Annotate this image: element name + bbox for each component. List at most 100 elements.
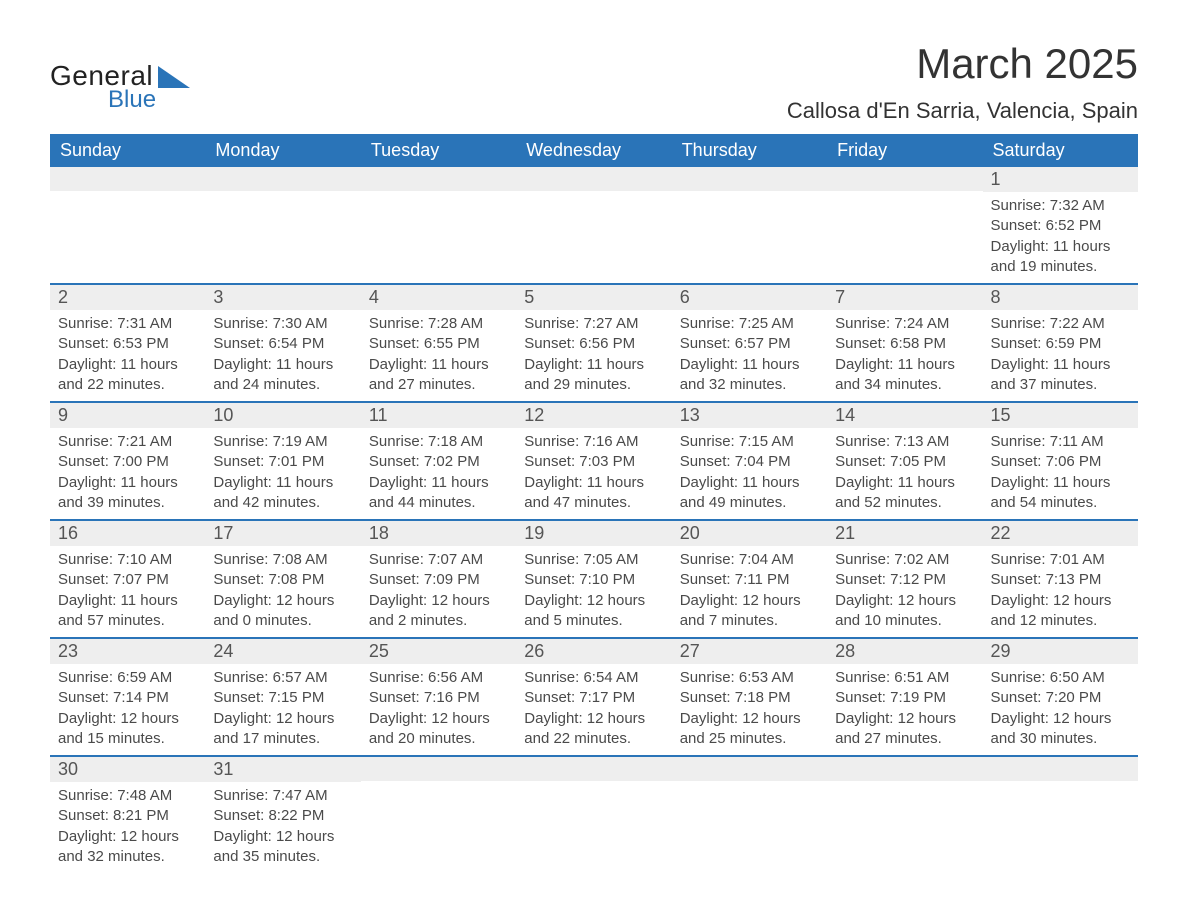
calendar-cell: 20Sunrise: 7:04 AMSunset: 7:11 PMDayligh… bbox=[672, 520, 827, 638]
day-sunrise: Sunrise: 7:48 AM bbox=[58, 786, 197, 806]
day-sunrise: Sunrise: 6:57 AM bbox=[213, 668, 352, 688]
day-number: 4 bbox=[361, 285, 516, 310]
day-dl2: and 12 minutes. bbox=[991, 611, 1130, 631]
day-details: Sunrise: 7:31 AMSunset: 6:53 PMDaylight:… bbox=[50, 310, 205, 401]
weekday-header: Thursday bbox=[672, 134, 827, 167]
calendar-cell: 28Sunrise: 6:51 AMSunset: 7:19 PMDayligh… bbox=[827, 638, 982, 756]
calendar-cell bbox=[827, 756, 982, 873]
day-sunset: Sunset: 6:58 PM bbox=[835, 334, 974, 354]
day-details: Sunrise: 7:30 AMSunset: 6:54 PMDaylight:… bbox=[205, 310, 360, 401]
day-dl2: and 0 minutes. bbox=[213, 611, 352, 631]
calendar-cell: 12Sunrise: 7:16 AMSunset: 7:03 PMDayligh… bbox=[516, 402, 671, 520]
calendar-cell bbox=[205, 167, 360, 284]
location-subtitle: Callosa d'En Sarria, Valencia, Spain bbox=[787, 98, 1138, 124]
day-sunset: Sunset: 7:16 PM bbox=[369, 688, 508, 708]
calendar-cell bbox=[516, 756, 671, 873]
day-details: Sunrise: 7:22 AMSunset: 6:59 PMDaylight:… bbox=[983, 310, 1138, 401]
day-dl1: Daylight: 11 hours bbox=[369, 355, 508, 375]
day-sunset: Sunset: 6:54 PM bbox=[213, 334, 352, 354]
day-dl1: Daylight: 11 hours bbox=[213, 473, 352, 493]
calendar-cell: 14Sunrise: 7:13 AMSunset: 7:05 PMDayligh… bbox=[827, 402, 982, 520]
day-details: Sunrise: 6:57 AMSunset: 7:15 PMDaylight:… bbox=[205, 664, 360, 755]
day-dl2: and 22 minutes. bbox=[58, 375, 197, 395]
day-dl1: Daylight: 11 hours bbox=[58, 473, 197, 493]
calendar-cell: 18Sunrise: 7:07 AMSunset: 7:09 PMDayligh… bbox=[361, 520, 516, 638]
day-dl1: Daylight: 12 hours bbox=[213, 591, 352, 611]
calendar-cell bbox=[672, 167, 827, 284]
day-dl1: Daylight: 12 hours bbox=[835, 591, 974, 611]
day-details: Sunrise: 7:15 AMSunset: 7:04 PMDaylight:… bbox=[672, 428, 827, 519]
day-sunrise: Sunrise: 7:25 AM bbox=[680, 314, 819, 334]
day-details: Sunrise: 7:10 AMSunset: 7:07 PMDaylight:… bbox=[50, 546, 205, 637]
day-sunset: Sunset: 6:52 PM bbox=[991, 216, 1130, 236]
day-number: 13 bbox=[672, 403, 827, 428]
day-sunset: Sunset: 7:04 PM bbox=[680, 452, 819, 472]
day-sunset: Sunset: 7:20 PM bbox=[991, 688, 1130, 708]
calendar-week-row: 9Sunrise: 7:21 AMSunset: 7:00 PMDaylight… bbox=[50, 402, 1138, 520]
calendar-cell bbox=[516, 167, 671, 284]
day-number: 25 bbox=[361, 639, 516, 664]
day-dl1: Daylight: 12 hours bbox=[369, 709, 508, 729]
day-number: 1 bbox=[983, 167, 1138, 192]
day-sunrise: Sunrise: 7:04 AM bbox=[680, 550, 819, 570]
day-details bbox=[983, 781, 1138, 791]
weekday-header: Tuesday bbox=[361, 134, 516, 167]
calendar-cell: 27Sunrise: 6:53 AMSunset: 7:18 PMDayligh… bbox=[672, 638, 827, 756]
calendar-cell bbox=[983, 756, 1138, 873]
day-number: 5 bbox=[516, 285, 671, 310]
day-sunset: Sunset: 7:13 PM bbox=[991, 570, 1130, 590]
day-details bbox=[361, 191, 516, 201]
day-sunset: Sunset: 7:17 PM bbox=[524, 688, 663, 708]
calendar-cell: 19Sunrise: 7:05 AMSunset: 7:10 PMDayligh… bbox=[516, 520, 671, 638]
brand-line2: Blue bbox=[108, 86, 156, 114]
day-dl2: and 27 minutes. bbox=[835, 729, 974, 749]
day-dl1: Daylight: 11 hours bbox=[524, 355, 663, 375]
day-dl1: Daylight: 11 hours bbox=[835, 355, 974, 375]
day-dl2: and 17 minutes. bbox=[213, 729, 352, 749]
calendar-week-row: 23Sunrise: 6:59 AMSunset: 7:14 PMDayligh… bbox=[50, 638, 1138, 756]
day-details bbox=[516, 191, 671, 201]
calendar-cell: 13Sunrise: 7:15 AMSunset: 7:04 PMDayligh… bbox=[672, 402, 827, 520]
day-dl2: and 57 minutes. bbox=[58, 611, 197, 631]
day-details: Sunrise: 7:08 AMSunset: 7:08 PMDaylight:… bbox=[205, 546, 360, 637]
day-sunrise: Sunrise: 7:47 AM bbox=[213, 786, 352, 806]
calendar-week-row: 16Sunrise: 7:10 AMSunset: 7:07 PMDayligh… bbox=[50, 520, 1138, 638]
day-dl2: and 10 minutes. bbox=[835, 611, 974, 631]
day-number: 7 bbox=[827, 285, 982, 310]
calendar-cell bbox=[50, 167, 205, 284]
day-sunrise: Sunrise: 7:05 AM bbox=[524, 550, 663, 570]
day-sunset: Sunset: 7:10 PM bbox=[524, 570, 663, 590]
day-details: Sunrise: 7:48 AMSunset: 8:21 PMDaylight:… bbox=[50, 782, 205, 873]
day-details: Sunrise: 7:19 AMSunset: 7:01 PMDaylight:… bbox=[205, 428, 360, 519]
day-dl1: Daylight: 11 hours bbox=[369, 473, 508, 493]
day-sunrise: Sunrise: 6:50 AM bbox=[991, 668, 1130, 688]
day-number bbox=[516, 167, 671, 191]
day-sunrise: Sunrise: 6:59 AM bbox=[58, 668, 197, 688]
day-sunset: Sunset: 6:53 PM bbox=[58, 334, 197, 354]
day-dl2: and 32 minutes. bbox=[680, 375, 819, 395]
day-dl1: Daylight: 11 hours bbox=[991, 355, 1130, 375]
day-dl2: and 2 minutes. bbox=[369, 611, 508, 631]
day-dl2: and 32 minutes. bbox=[58, 847, 197, 867]
day-details: Sunrise: 7:07 AMSunset: 7:09 PMDaylight:… bbox=[361, 546, 516, 637]
day-number: 12 bbox=[516, 403, 671, 428]
brand-triangle-icon bbox=[158, 66, 190, 88]
day-number bbox=[672, 757, 827, 781]
day-sunset: Sunset: 6:57 PM bbox=[680, 334, 819, 354]
day-sunrise: Sunrise: 7:07 AM bbox=[369, 550, 508, 570]
day-details: Sunrise: 6:56 AMSunset: 7:16 PMDaylight:… bbox=[361, 664, 516, 755]
weekday-header: Monday bbox=[205, 134, 360, 167]
day-number: 17 bbox=[205, 521, 360, 546]
day-number: 11 bbox=[361, 403, 516, 428]
day-number bbox=[827, 167, 982, 191]
day-details bbox=[827, 781, 982, 791]
day-number: 19 bbox=[516, 521, 671, 546]
day-details: Sunrise: 7:02 AMSunset: 7:12 PMDaylight:… bbox=[827, 546, 982, 637]
calendar-cell bbox=[361, 167, 516, 284]
calendar-cell: 8Sunrise: 7:22 AMSunset: 6:59 PMDaylight… bbox=[983, 284, 1138, 402]
day-dl1: Daylight: 12 hours bbox=[680, 591, 819, 611]
calendar-table: SundayMondayTuesdayWednesdayThursdayFrid… bbox=[50, 134, 1138, 873]
header: General Blue March 2025 Callosa d'En Sar… bbox=[50, 40, 1138, 124]
day-number: 29 bbox=[983, 639, 1138, 664]
day-sunset: Sunset: 7:19 PM bbox=[835, 688, 974, 708]
